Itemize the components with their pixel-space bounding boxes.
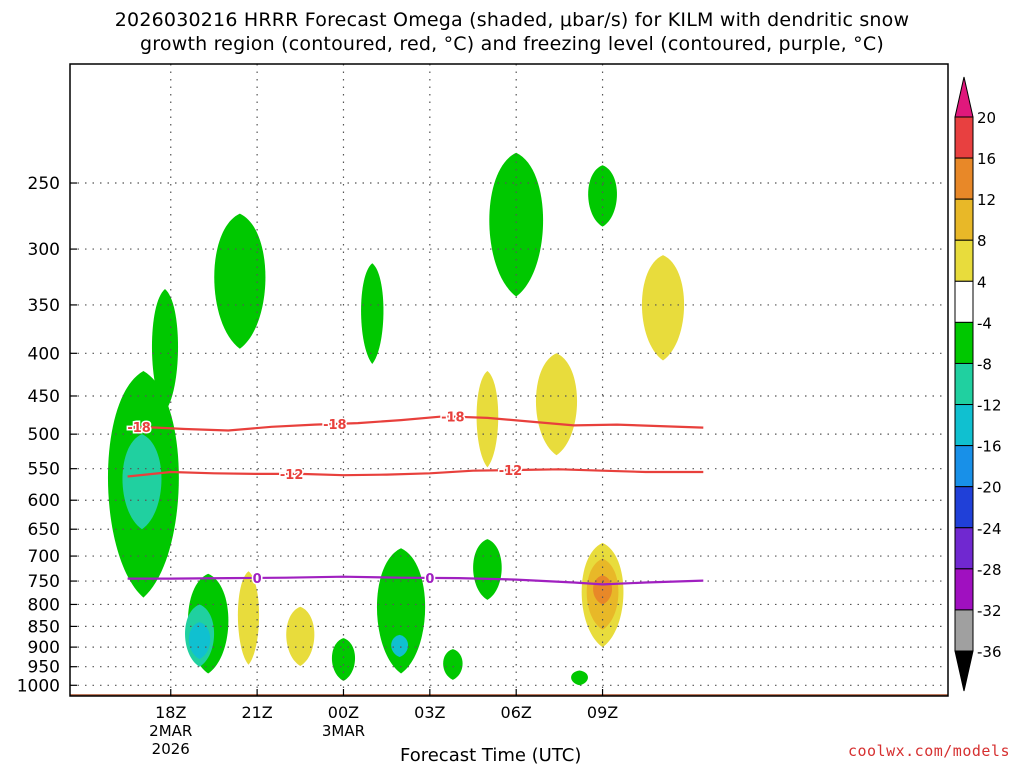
- y-tick-label-400: 400: [28, 344, 60, 364]
- colorbar-segment-7: [954, 404, 974, 447]
- x-tick-label-00Z: 00Z: [328, 703, 359, 722]
- omega-region-5: [188, 622, 211, 659]
- colorbar-segment-11: [954, 568, 974, 611]
- colorbar-label-8: -16: [977, 438, 1002, 456]
- colorbar-top-arrow: [954, 76, 974, 118]
- colorbar-label-11: -28: [977, 561, 1002, 579]
- contour-line-2: [127, 575, 704, 586]
- colorbar-label-6: -8: [977, 355, 992, 373]
- contour-label-2-0: 0: [253, 572, 262, 587]
- x-tick-label-03Z: 03Z: [414, 703, 445, 722]
- y-tick-label-750: 750: [28, 572, 60, 592]
- omega-region-15: [476, 370, 499, 468]
- y-tick-label-800: 800: [28, 595, 60, 615]
- colorbar-label-10: -24: [977, 520, 1002, 538]
- colorbar-label-5: -4: [977, 314, 992, 332]
- colorbar-segment-2: [954, 198, 974, 241]
- omega-region-17: [535, 353, 578, 456]
- contour-label-1-0: -12: [280, 468, 304, 483]
- omega-region-8: [286, 606, 315, 666]
- contour-label-0-0: -18: [127, 421, 151, 436]
- x-tick-label-09Z: 09Z: [587, 703, 618, 722]
- y-tick-label-500: 500: [28, 425, 60, 445]
- y-tick-label-850: 850: [28, 617, 60, 637]
- x-axis-label: Forecast Time (UTC): [400, 745, 582, 766]
- y-tick-label-900: 900: [28, 638, 60, 658]
- ground-surface: [70, 694, 948, 696]
- omega-region-7: [237, 571, 260, 665]
- y-tick-label-450: 450: [28, 387, 60, 407]
- colorbar-segment-5: [954, 321, 974, 364]
- omega-region-23: [641, 255, 685, 361]
- colorbar-segment-12: [954, 609, 974, 652]
- omega-region-13: [443, 649, 463, 680]
- credit-link[interactable]: coolwx.com/models: [847, 742, 1010, 760]
- y-tick-label-250: 250: [28, 174, 60, 194]
- y-tick-label-650: 650: [28, 520, 60, 540]
- colorbar-segment-3: [954, 239, 974, 282]
- colorbar-segment-1: [954, 157, 974, 200]
- omega-region-9: [331, 638, 356, 681]
- omega-region-18: [571, 670, 588, 686]
- contour-label-2-1: 0: [425, 572, 434, 587]
- colorbar-label-7: -12: [977, 397, 1002, 415]
- chart-title-line-2: growth region (contoured, red, °C) and f…: [140, 33, 884, 55]
- chart-title-line-1: 2026030216 HRRR Forecast Omega (shaded, …: [114, 9, 910, 31]
- contour-label-0-1: -18: [323, 418, 347, 433]
- y-tick-label-600: 600: [28, 491, 60, 511]
- x-tick-label-18Z: 18Z: [155, 703, 186, 722]
- y-tick-label-950: 950: [28, 658, 60, 678]
- y-tick-label-550: 550: [28, 460, 60, 480]
- contour-label-0-2: -18: [441, 411, 465, 426]
- x-tick-sub1-18Z: 2MAR: [149, 722, 192, 740]
- colorbar-label-12: -32: [977, 602, 1002, 620]
- y-tick-label-700: 700: [28, 547, 60, 567]
- colorbar-segment-0: [954, 116, 974, 159]
- y-tick-label-1000: 1000: [17, 676, 60, 696]
- x-tick-sub1-00Z: 3MAR: [322, 722, 365, 740]
- colorbar-label-0: 20: [977, 109, 996, 127]
- colorbar-label-2: 12: [977, 191, 996, 209]
- contour-line-1: [127, 468, 704, 478]
- omega-region-14: [473, 539, 502, 600]
- omega-region-22: [588, 165, 617, 227]
- colorbar-segment-4: [954, 280, 974, 323]
- omega-region-11: [376, 548, 426, 674]
- contour-line-0: [127, 415, 704, 432]
- colorbar-segment-8: [954, 445, 974, 488]
- plot-area: -18 -18 -18 -12 -12 0 0: [70, 64, 948, 696]
- x-tick-label-21Z: 21Z: [241, 703, 272, 722]
- y-tick-label-350: 350: [28, 296, 60, 316]
- omega-region-2: [122, 434, 162, 530]
- colorbar-segment-6: [954, 362, 974, 406]
- omega-region-16: [489, 152, 544, 297]
- colorbar-segment-10: [954, 527, 974, 570]
- contour-label-1-1: -12: [499, 464, 523, 479]
- omega-region-1: [151, 289, 179, 412]
- colorbar-label-4: 4: [977, 273, 987, 291]
- omega-region-10: [361, 263, 384, 365]
- omega-region-12: [391, 634, 409, 658]
- plot-frame: [69, 63, 949, 697]
- colorbar-label-9: -20: [977, 479, 1002, 497]
- colorbar-label-13: -36: [977, 643, 1002, 661]
- colorbar-label-1: 16: [977, 150, 996, 168]
- colorbar-label-3: 8: [977, 232, 987, 250]
- y-tick-label-300: 300: [28, 240, 60, 260]
- x-tick-label-06Z: 06Z: [501, 703, 532, 722]
- colorbar-segment-9: [954, 486, 974, 529]
- omega-region-6: [214, 213, 266, 349]
- colorbar-bottom-arrow: [954, 650, 974, 692]
- x-tick-sub2-18Z: 2026: [152, 740, 190, 758]
